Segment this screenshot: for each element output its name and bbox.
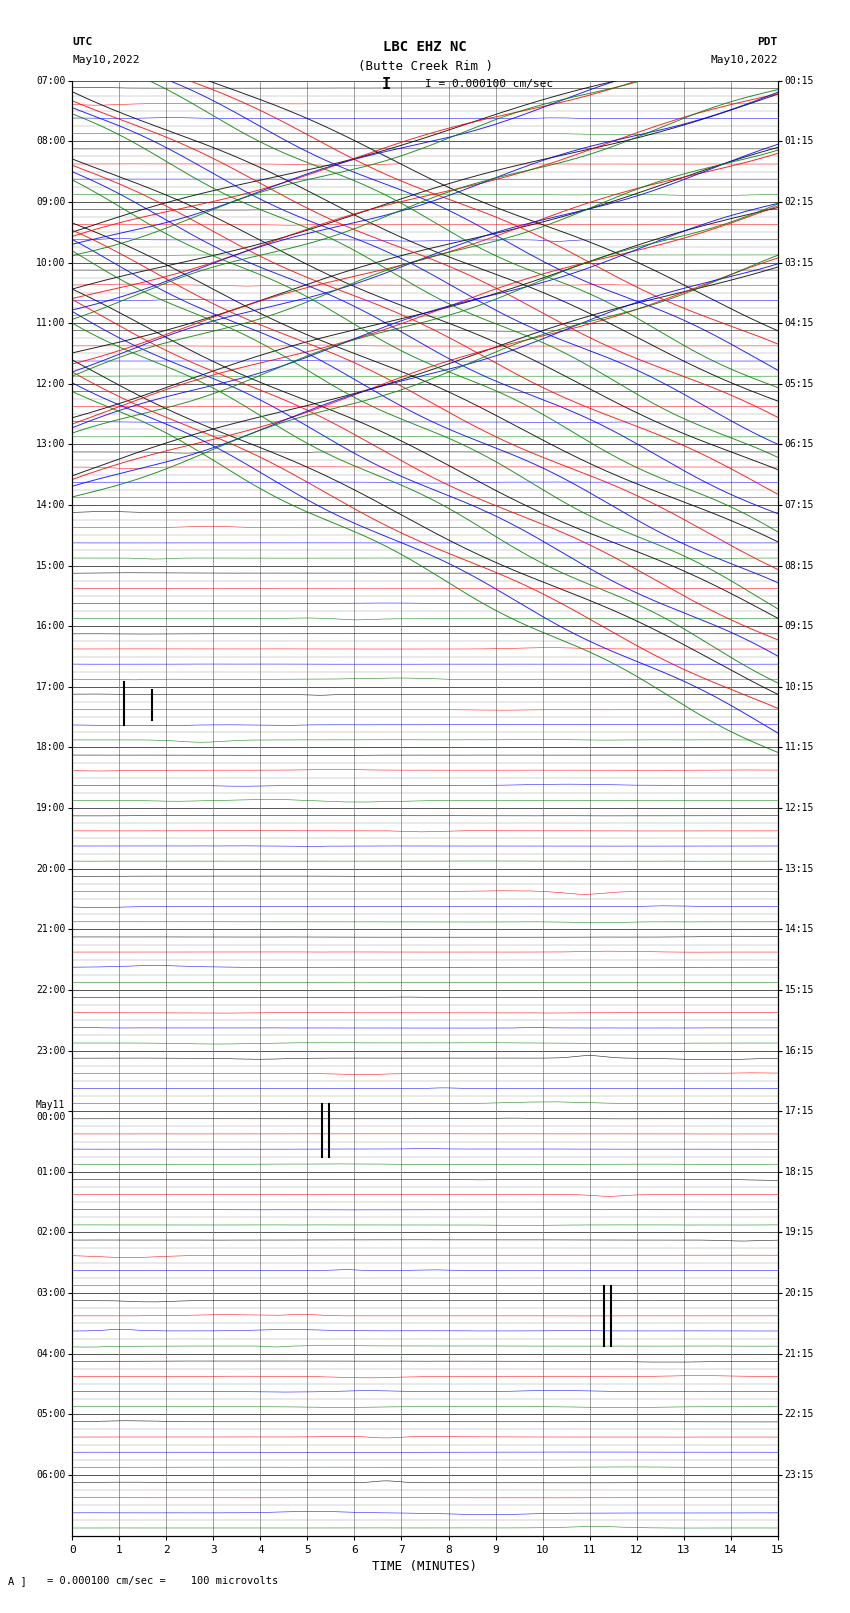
Text: May10,2022: May10,2022 (72, 55, 139, 65)
Text: UTC: UTC (72, 37, 93, 47)
Text: (Butte Creek Rim ): (Butte Creek Rim ) (358, 60, 492, 73)
Text: May10,2022: May10,2022 (711, 55, 778, 65)
Text: = 0.000100 cm/sec =    100 microvolts: = 0.000100 cm/sec = 100 microvolts (47, 1576, 278, 1586)
X-axis label: TIME (MINUTES): TIME (MINUTES) (372, 1560, 478, 1573)
Text: I: I (382, 77, 391, 92)
Text: PDT: PDT (757, 37, 778, 47)
Text: LBC EHZ NC: LBC EHZ NC (383, 40, 467, 55)
Text: A ]: A ] (8, 1576, 27, 1586)
Text: I = 0.000100 cm/sec: I = 0.000100 cm/sec (425, 79, 553, 89)
